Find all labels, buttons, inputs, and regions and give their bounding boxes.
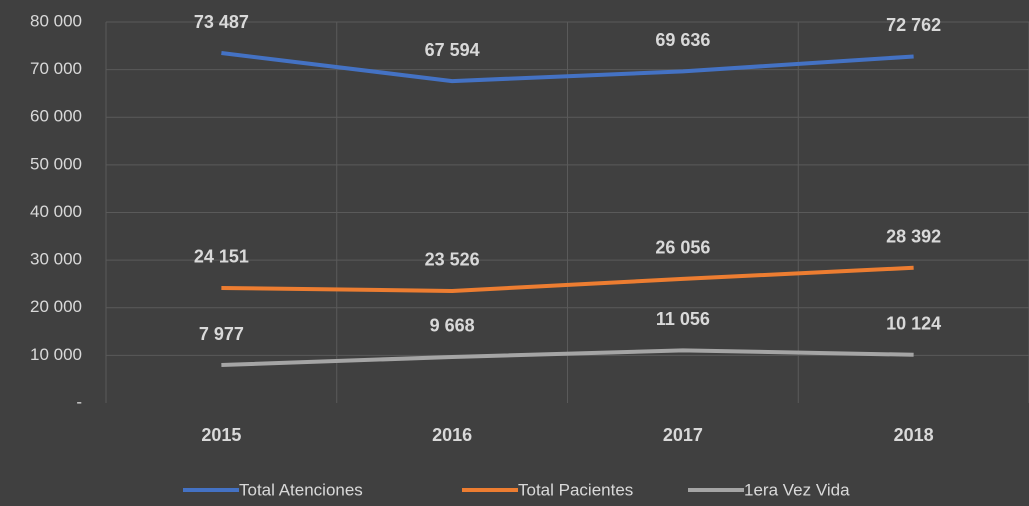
x-tick-label: 2016 [432,425,472,445]
legend-label: 1era Vez Vida [744,480,850,499]
legend-item: 1era Vez Vida [688,480,850,499]
data-label: 28 392 [886,227,941,247]
y-tick-label: 70 000 [30,59,82,78]
data-label: 23 526 [425,250,480,270]
data-label: 24 151 [194,247,249,267]
y-tick-label: 50 000 [30,154,82,173]
legend-label: Total Atenciones [239,480,363,499]
y-tick-label: 40 000 [30,202,82,221]
data-label: 11 056 [656,309,710,329]
data-label: 7 977 [199,324,244,344]
series-line [221,265,914,293]
series-line [221,348,914,368]
series-line [221,51,914,84]
data-label: 9 668 [430,316,475,336]
x-tick-label: 2018 [894,425,934,445]
y-tick-label: 20 000 [30,297,82,316]
x-tick-label: 2017 [663,425,703,445]
y-tick-label: 80 000 [30,11,82,30]
y-tick-label: - [76,392,82,411]
data-label: 26 056 [655,238,710,258]
y-tick-label: 30 000 [30,250,82,269]
y-tick-label: 60 000 [30,107,82,126]
data-label: 67 594 [425,40,480,60]
data-label: 10 124 [886,314,941,334]
x-tick-label: 2015 [201,425,241,445]
legend-label: Total Pacientes [518,480,633,499]
data-label: 72 762 [886,15,941,35]
y-tick-label: 10 000 [30,345,82,364]
legend-item: Total Atenciones [183,480,363,499]
data-label: 73 487 [194,12,249,32]
legend-item: Total Pacientes [462,480,633,499]
data-label: 69 636 [655,30,710,50]
